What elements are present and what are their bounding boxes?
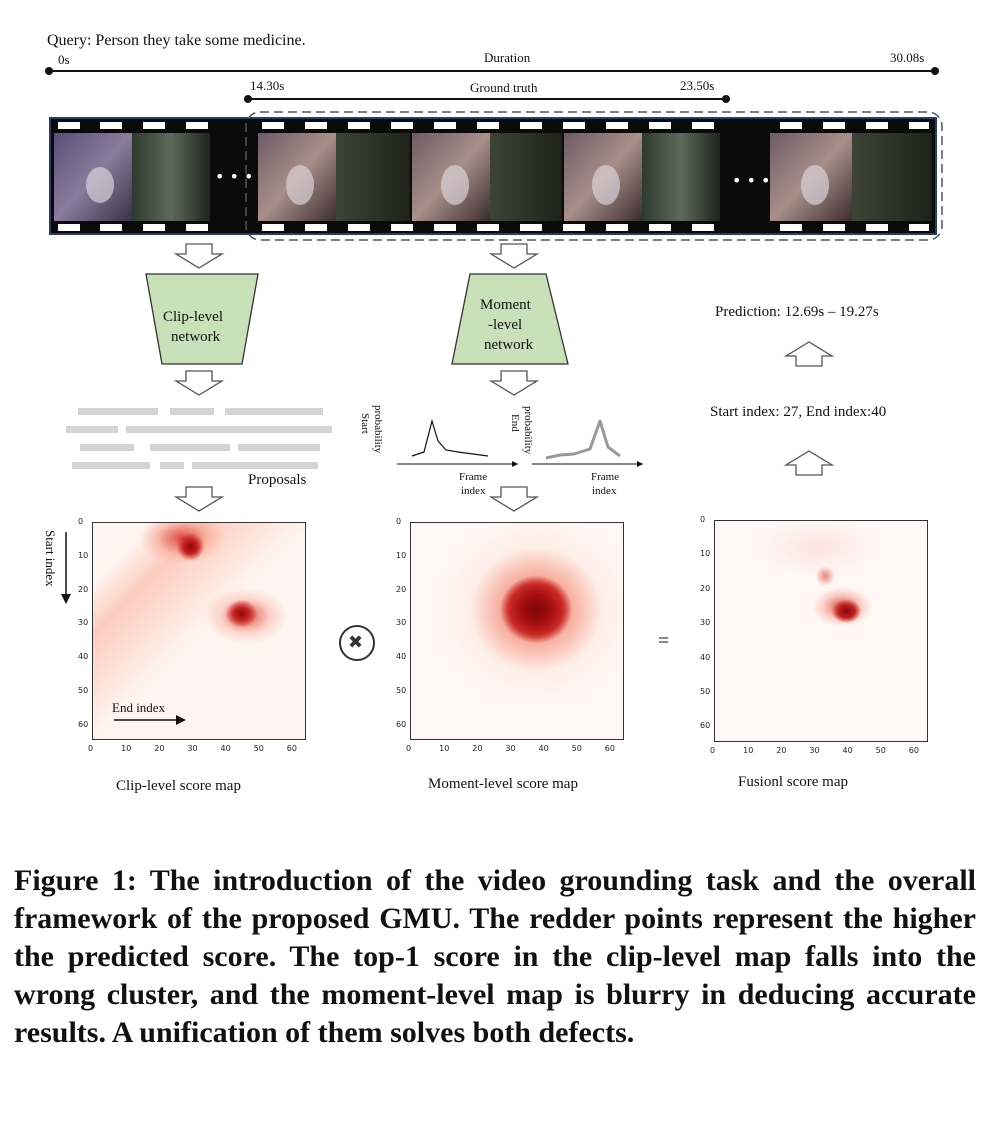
x-tick-label: 50 <box>875 746 886 755</box>
gt-end-label: 23.50s <box>680 78 715 93</box>
gt-start-label: 14.30s <box>250 78 285 93</box>
ground-truth-timeline <box>244 95 730 103</box>
x-tick-label: 0 <box>406 744 412 753</box>
moment-network-label-line2: -level <box>488 317 523 333</box>
y-tick-label: 0 <box>78 517 84 526</box>
start-xlabel-1: Frame <box>459 471 488 483</box>
moment-network-label-line3: network <box>484 337 534 353</box>
ellipsis-2: • • • <box>732 171 770 190</box>
ground-truth-label: Ground truth <box>470 80 538 95</box>
end-probability-plot <box>532 419 643 467</box>
moment-network-label-line1: Moment <box>480 297 531 313</box>
y-tick-label: 40 <box>78 652 89 661</box>
clip-level-score-map <box>92 522 306 740</box>
y-tick-label: 40 <box>700 652 711 662</box>
query-text: Query: Person they take some medicine. <box>47 32 306 49</box>
y-tick-label: 10 <box>700 549 711 559</box>
clip-map-title: Clip-level score map <box>116 778 241 794</box>
x-tick-label: 30 <box>505 744 516 753</box>
ellipsis-1: • • • <box>215 167 253 186</box>
down-arrow-icon <box>173 370 225 396</box>
start-ylabel-1: Start <box>359 413 371 434</box>
clip-network-label-line1: Clip-level <box>163 309 223 325</box>
y-tick-label: 50 <box>700 686 711 696</box>
x-tick-label: 50 <box>571 744 582 753</box>
moment-level-score-map <box>410 522 624 740</box>
x-tick-label: 20 <box>154 744 165 753</box>
x-tick-label: 60 <box>604 744 615 753</box>
y-tick-label: 20 <box>700 583 711 593</box>
y-tick-label: 40 <box>396 652 407 661</box>
x-tick-label: 0 <box>710 746 716 755</box>
equals-symbol: = <box>658 630 670 652</box>
y-tick-label: 30 <box>78 618 89 628</box>
figure-drawing: • • • • • • <box>45 67 943 661</box>
moment-level-network-block <box>451 273 569 365</box>
y-tick-label: 10 <box>78 550 89 560</box>
end-ylabel-2: probability <box>522 406 534 455</box>
y-tick-label: 0 <box>396 517 402 526</box>
x-tick-label: 40 <box>842 746 853 755</box>
end-xlabel-1: Frame <box>591 471 620 483</box>
down-arrow-icon <box>173 243 225 269</box>
timeline-start-label: 0s <box>58 52 70 67</box>
x-tick-label: 60 <box>286 744 297 753</box>
start-probability-plot <box>397 418 518 467</box>
multiply-circle <box>339 625 375 661</box>
proposal-bars <box>66 408 332 469</box>
y-tick-label: 60 <box>700 721 711 731</box>
start-ylabel-2: probability <box>372 405 384 454</box>
down-arrow-icon <box>488 370 540 396</box>
proposals-label: Proposals <box>248 472 307 488</box>
index-result-text: Start index: 27, End index:40 <box>710 404 887 420</box>
y-tick-label: 50 <box>396 685 407 695</box>
clip-level-network-block <box>145 273 259 365</box>
down-arrow-icon <box>173 486 225 512</box>
y-tick-label: 30 <box>700 618 711 628</box>
x-tick-label: 60 <box>908 746 919 755</box>
multiply-symbol: ✖ <box>348 632 364 653</box>
clip-network-label-line2: network <box>171 329 221 345</box>
start-index-label: Start index <box>43 530 58 587</box>
x-tick-label: 20 <box>776 746 787 755</box>
fusion-map-title: Fusionl score map <box>738 774 848 790</box>
duration-label: Duration <box>484 50 531 65</box>
video-film-strip <box>49 117 937 235</box>
timeline-end-label: 30.08s <box>890 50 925 65</box>
x-tick-label: 10 <box>743 746 754 755</box>
end-xlabel-2: index <box>592 485 617 497</box>
x-tick-label: 40 <box>220 744 231 753</box>
x-tick-label: 20 <box>472 744 483 753</box>
up-arrow-icon <box>783 341 835 367</box>
fusion-score-map <box>714 520 928 742</box>
y-tick-label: 20 <box>78 584 89 594</box>
y-tick-label: 30 <box>396 618 407 628</box>
x-tick-label: 50 <box>253 744 264 753</box>
x-tick-label: 0 <box>88 744 94 753</box>
start-xlabel-2: index <box>461 485 486 497</box>
y-tick-label: 0 <box>700 515 706 524</box>
end-index-label: End index <box>112 700 166 715</box>
down-arrow-icon <box>488 243 540 269</box>
figure-caption: Figure 1: The introduction of the video … <box>14 864 976 1049</box>
down-arrow-icon <box>488 486 540 512</box>
x-tick-label: 30 <box>809 746 820 755</box>
y-tick-label: 20 <box>396 584 407 594</box>
x-tick-label: 10 <box>439 744 450 753</box>
end-ylabel-1: End <box>509 414 521 432</box>
y-tick-label: 10 <box>396 550 407 560</box>
up-arrow-icon <box>783 450 835 476</box>
x-tick-label: 10 <box>121 744 132 753</box>
duration-timeline <box>45 67 939 75</box>
x-tick-label: 30 <box>187 744 198 753</box>
y-tick-label: 50 <box>78 685 89 695</box>
moment-map-title: Moment-level score map <box>428 776 578 792</box>
y-tick-label: 60 <box>396 719 407 729</box>
prediction-text: Prediction: 12.69s – 19.27s <box>715 304 879 320</box>
y-tick-label: 60 <box>78 719 89 729</box>
x-tick-label: 40 <box>538 744 549 753</box>
